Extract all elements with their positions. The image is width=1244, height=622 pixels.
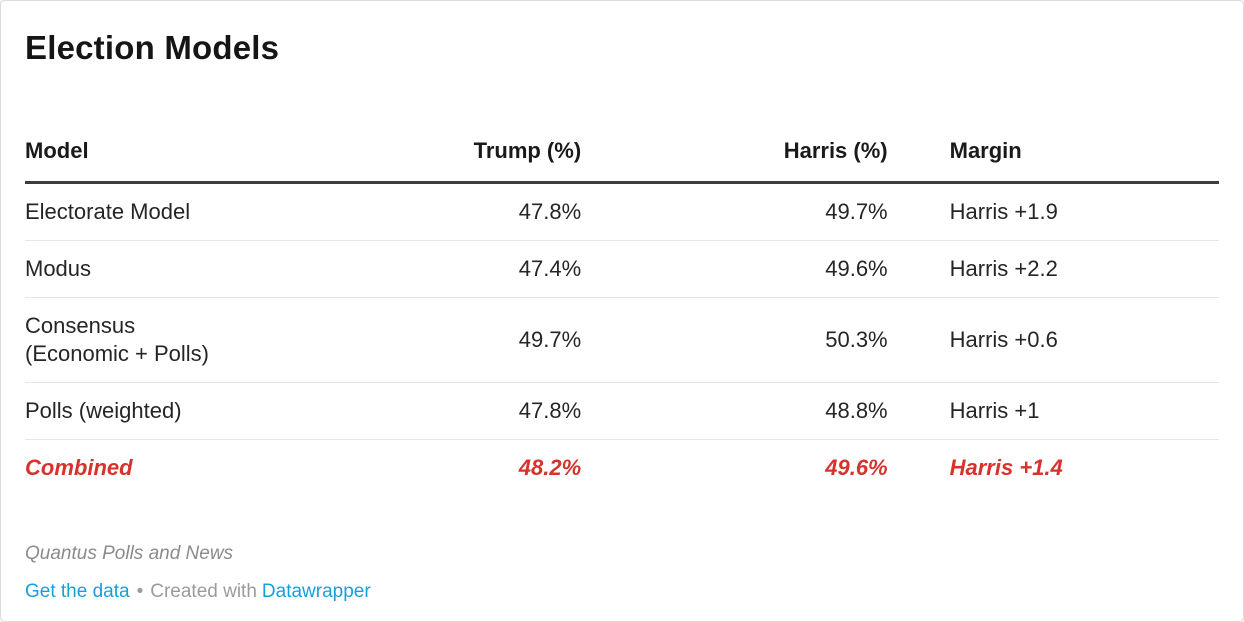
created-with-text: Created with [150, 581, 257, 602]
election-models-table: Model Trump (%) Harris (%) Margin Electo… [25, 137, 1219, 496]
margin-cell: Harris +1.4 [949, 455, 1063, 480]
trump-cell: 49.7% [518, 327, 582, 352]
model-cell: Electorate Model [25, 199, 191, 224]
column-header-margin: Margin [949, 138, 1022, 163]
model-cell: Consensus (Economic + Polls) [25, 313, 210, 366]
margin-cell: Harris +0.6 [949, 327, 1058, 352]
margin-cell: Harris +1.9 [949, 199, 1058, 224]
table-row: Polls (weighted) 47.8% 48.8% Harris +1 [25, 383, 1219, 440]
footer-separator-dot: • [136, 581, 144, 602]
source-attribution: Quantus Polls and News [25, 543, 234, 564]
table-row: Modus 47.4% 49.6% Harris +2.2 [25, 241, 1219, 298]
model-cell: Modus [25, 256, 92, 281]
model-cell: Combined [25, 455, 133, 480]
trump-cell: 47.8% [518, 398, 582, 423]
get-the-data-link[interactable]: Get the data [25, 581, 130, 602]
trump-cell: 47.4% [518, 256, 582, 281]
column-header-harris: Harris (%) [783, 138, 888, 163]
datawrapper-link[interactable]: Datawrapper [261, 581, 371, 602]
harris-cell: 49.6% [825, 256, 888, 281]
column-header-model: Model [25, 138, 89, 163]
chart-footer: Quantus Polls and News Get the data • Crea… [25, 542, 1219, 604]
table-header: Model Trump (%) Harris (%) Margin [25, 137, 1219, 183]
column-header-trump: Trump (%) [473, 138, 582, 163]
trump-cell: 47.8% [518, 199, 582, 224]
table-row: Electorate Model 47.8% 49.7% Harris +1.9 [25, 183, 1219, 241]
model-cell: Polls (weighted) [25, 398, 182, 423]
margin-cell: Harris +2.2 [949, 256, 1058, 281]
footer-links: Get the data • Created with Datawrapper [25, 580, 1219, 604]
harris-cell: 49.6% [825, 455, 888, 480]
harris-cell: 50.3% [825, 327, 888, 352]
table-row: Consensus (Economic + Polls) 49.7% 50.3%… [25, 298, 1219, 383]
harris-cell: 48.8% [825, 398, 888, 423]
harris-cell: 49.7% [825, 199, 888, 224]
trump-cell: 48.2% [518, 455, 582, 480]
table-row-combined-highlight: Combined 48.2% 49.6% Harris +1.4 [25, 440, 1219, 497]
margin-cell: Harris +1 [949, 398, 1040, 423]
chart-title: Election Models [25, 29, 280, 66]
